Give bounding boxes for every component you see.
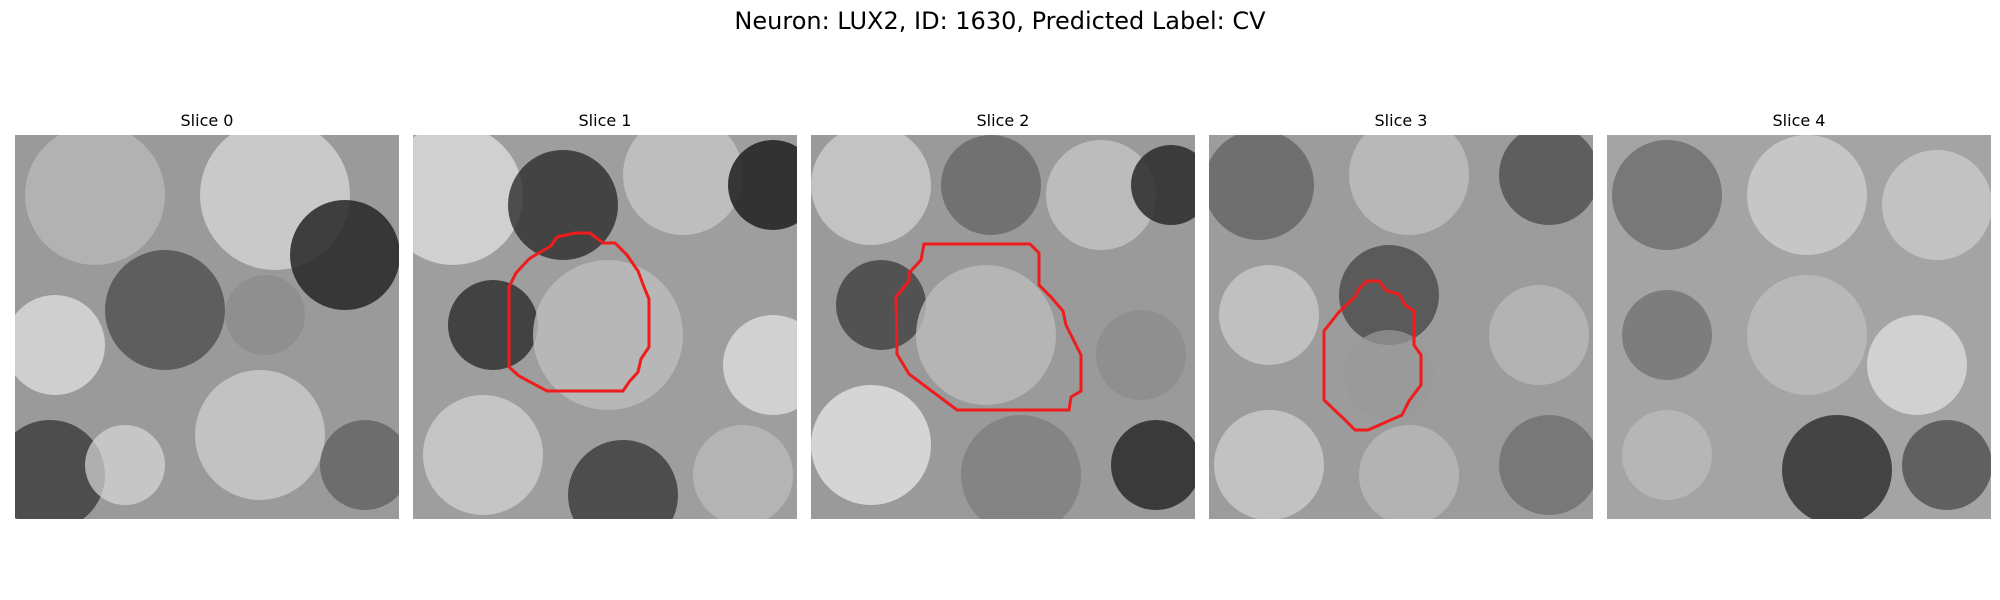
slice-1-contour xyxy=(507,231,651,393)
slice-2-image xyxy=(811,135,1195,519)
slice-0-title: Slice 0 xyxy=(180,111,234,130)
slice-2-panel xyxy=(811,135,1195,519)
figure-title: Neuron: LUX2, ID: 1630, Predicted Label:… xyxy=(734,7,1266,35)
slice-4-title: Slice 4 xyxy=(1772,111,1826,130)
slice-3-image xyxy=(1209,135,1593,519)
slice-4-panel xyxy=(1607,135,1991,519)
slice-1-panel xyxy=(413,135,797,519)
slice-4-image xyxy=(1607,135,1991,519)
slice-3-title: Slice 3 xyxy=(1374,111,1428,130)
slice-1-title: Slice 1 xyxy=(578,111,632,130)
slice-0-image xyxy=(15,135,399,519)
slice-1-image xyxy=(413,135,797,519)
slice-3-panel xyxy=(1209,135,1593,519)
slice-2-title: Slice 2 xyxy=(976,111,1030,130)
slice-0-panel xyxy=(15,135,399,519)
slice-2-contour xyxy=(894,242,1083,412)
slice-3-contour xyxy=(1322,279,1423,432)
